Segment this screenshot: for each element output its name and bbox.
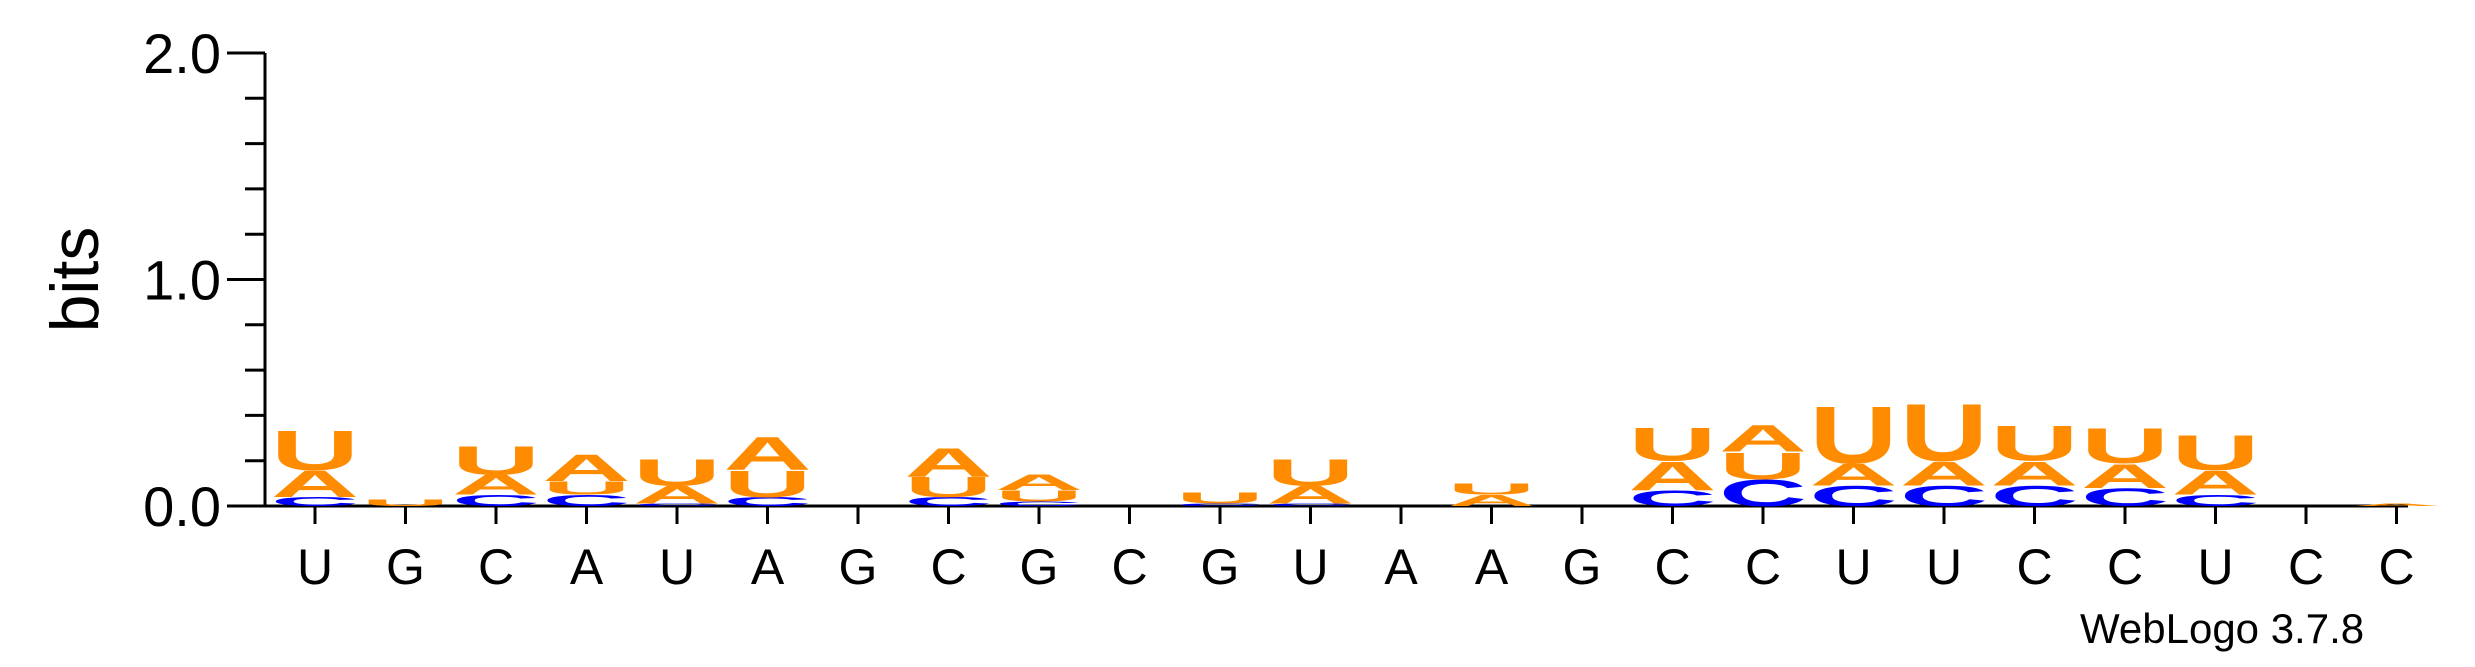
x-tick-label: U [1835,539,1871,595]
logo-letter-U: U [633,452,721,494]
x-tick-label: A [751,539,785,595]
logo-letter-C: C [2171,492,2259,510]
logo-letter-U: U [723,463,811,505]
x-tick-label: C [1654,539,1690,595]
logo-letter-A: A [452,469,540,501]
logo-letter-A: A [633,481,721,509]
logo-letter-C: C [542,492,630,510]
logo-letter-U: U [1447,481,1535,499]
x-tick-label: C [2288,539,2324,595]
logo-letter-U: U [1266,452,1354,494]
axes: 0.0 1.0 2.0 bits [37,22,2408,538]
logo-letter-A: A [904,440,992,485]
logo-letter-A: A [995,470,1083,495]
x-tick-label: U [659,539,695,595]
logo-letter-U: U [1809,390,1897,481]
x-tick-label: C [478,539,514,595]
x-tick-label: G [1201,539,1240,595]
logo-letter-A: A [2352,503,2440,506]
x-tick-label: U [1926,539,1962,595]
x-tick-label: U [1292,539,1328,595]
x-tick-label: A [1475,539,1509,595]
logo-letter-C: C [1176,503,1264,506]
logo-letter-U: U [1900,388,1988,479]
x-tick-label: C [1745,539,1781,595]
x-tick-label: C [2378,539,2414,595]
logo-letter-A: A [2081,457,2169,496]
logo-letter-U: U [542,478,630,499]
logo-letter-C: C [723,495,811,509]
y-axis-label: bits [37,227,113,333]
logo-letter-A: A [723,427,811,480]
x-tick-label: C [2016,539,2052,595]
logo-letter-U: U [904,471,992,503]
x-tick-label: G [839,539,878,595]
logo-letter-A: A [1900,455,1988,494]
logo-letter-C: C [452,492,540,510]
logo-letter-U: U [995,487,1083,505]
x-tick-label: C [1111,539,1147,595]
y-tick-label: 1.0 [143,249,221,312]
x-tick-label: A [1384,539,1418,595]
logo-letter-U: U [271,419,359,482]
logo-letter-U: U [1628,418,1716,471]
logo-letter-C: C [271,495,359,509]
y-tick-label: 2.0 [143,22,221,85]
logo-letter-U: U [1990,415,2078,472]
x-tick-label: C [930,539,966,595]
x-tick-label: G [1020,539,1059,595]
logo-letter-C: C [995,500,1083,507]
logo-letter-C: C [904,495,992,509]
x-tick-label: G [386,539,425,595]
logo-letter-U: U [2081,417,2169,474]
logo-letter-A: A [1719,418,1807,460]
logo-letter-U: U [1176,490,1264,508]
x-tick-label: U [297,539,333,595]
logo-letter-A: A [542,447,630,489]
logo-letter-A: A [1628,454,1716,499]
weblogo-credit: WebLogo 3.7.8 [2080,605,2365,652]
logo-letter-U: U [1719,445,1807,487]
x-tick-label: G [1563,539,1602,595]
logo-letter-U: U [452,438,540,483]
logo-letter-A: A [2171,464,2259,503]
logo-letter-A: A [271,463,359,505]
logo-letter-C: C [633,503,721,506]
logo-letter-A: A [1990,455,2078,494]
logo-letter-C: C [1266,503,1354,506]
x-tick-label: U [2197,539,2233,595]
x-tick-label: C [2107,539,2143,595]
y-tick-label: 0.0 [143,475,221,538]
logo-letter-A: A [1447,492,1535,510]
x-tick-label: A [570,539,604,595]
logo-letter-U: U [361,498,449,508]
logo-letter-A: A [1809,457,1897,492]
logo-letter-U: U [2171,424,2259,481]
logo-letter-A: A [1266,481,1354,509]
